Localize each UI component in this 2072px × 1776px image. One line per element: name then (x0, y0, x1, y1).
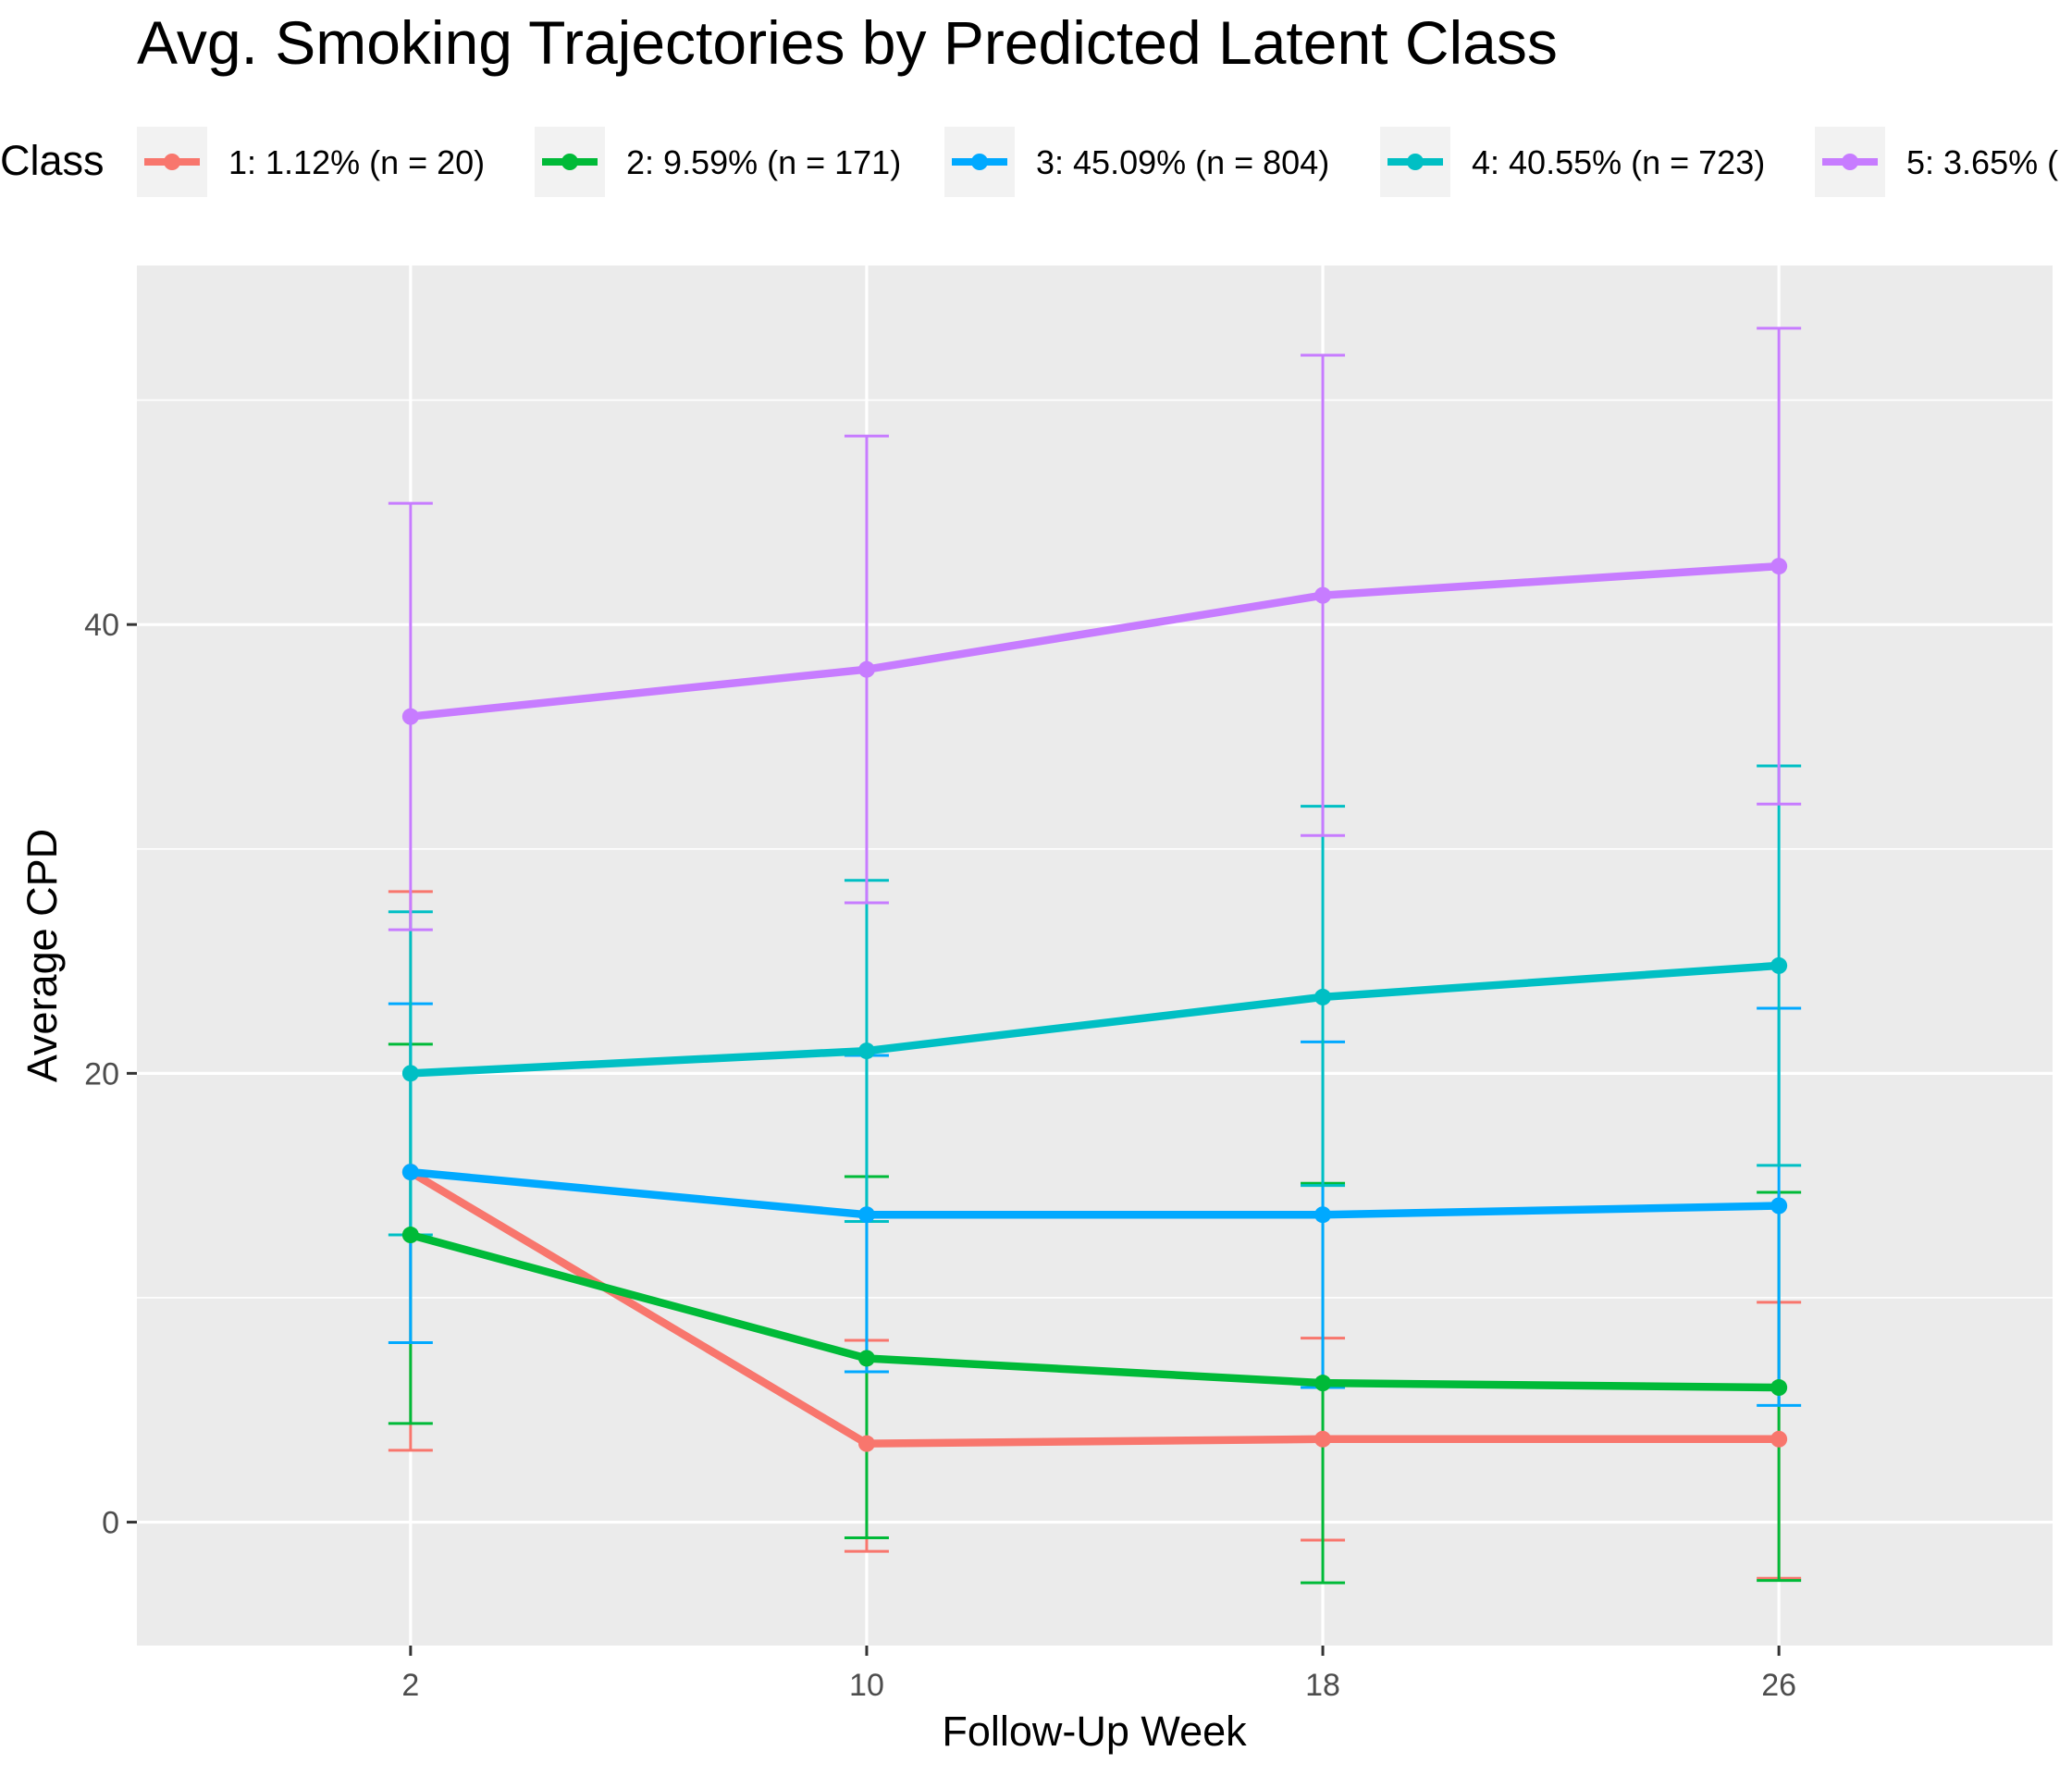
legend-key-point (561, 154, 578, 170)
x-tick-label: 26 (1761, 1668, 1796, 1703)
chart-title: Avg. Smoking Trajectories by Predicted L… (137, 8, 1558, 77)
data-point (1770, 1197, 1788, 1215)
data-point (401, 1065, 419, 1082)
data-point (401, 1227, 419, 1244)
data-point (857, 660, 875, 678)
series-2 (401, 1227, 1788, 1397)
legend-key-point (971, 154, 988, 170)
data-point (401, 1164, 419, 1181)
x-tick-label: 10 (849, 1668, 884, 1703)
legend-label: 3: 45.09% (n = 804) (1036, 143, 1329, 181)
legend-label: 4: 40.55% (n = 723) (1472, 143, 1765, 181)
series-line (408, 1168, 1780, 1448)
legend-label: 2: 9.59% (n = 171) (626, 143, 901, 181)
series-5 (401, 558, 1788, 725)
data-point (857, 1042, 875, 1060)
series-3 (401, 1164, 1788, 1224)
legend-title: Class (0, 137, 105, 184)
x-axis-title: Follow-Up Week (942, 1708, 1247, 1755)
axes: 0 20 40 2 10 18 26 (84, 608, 1796, 1703)
legend-key-point (1842, 154, 1858, 170)
data-point (1770, 956, 1788, 974)
data-point (1314, 988, 1332, 1005)
data-point (1770, 1430, 1788, 1448)
data-point (401, 708, 419, 725)
data-point (1314, 1206, 1332, 1224)
series-line (410, 1167, 1780, 1219)
data-point (857, 1435, 875, 1452)
series-line (409, 1230, 1780, 1392)
series-line (410, 561, 1780, 721)
legend-label: 1: 1.12% (n = 20) (228, 143, 485, 181)
data-point (1314, 586, 1332, 604)
legend-key-point (1407, 154, 1424, 170)
legend-key-point (164, 154, 180, 170)
y-tick-label: 0 (102, 1506, 119, 1541)
data-point (1314, 1375, 1332, 1392)
x-tick-label: 2 (401, 1668, 419, 1703)
data-point (1770, 558, 1788, 575)
data-point (857, 1350, 875, 1367)
data-point (857, 1206, 875, 1224)
y-tick-label: 40 (84, 608, 119, 643)
plot-panel (137, 265, 2053, 1646)
chart-marks (388, 327, 1802, 1585)
legend-label: 5: 3.65% ( (1906, 143, 2058, 181)
legend: Class 1: 1.12% (n = 20) 2: 9.59% (n = 171… (0, 127, 2058, 197)
y-tick-label: 20 (84, 1056, 119, 1092)
data-point (1314, 1430, 1332, 1448)
x-tick-label: 18 (1305, 1668, 1340, 1703)
y-axis-title: Average CPD (18, 829, 66, 1082)
series-line (410, 961, 1780, 1078)
data-point (1770, 1379, 1788, 1397)
series-4 (401, 956, 1788, 1082)
